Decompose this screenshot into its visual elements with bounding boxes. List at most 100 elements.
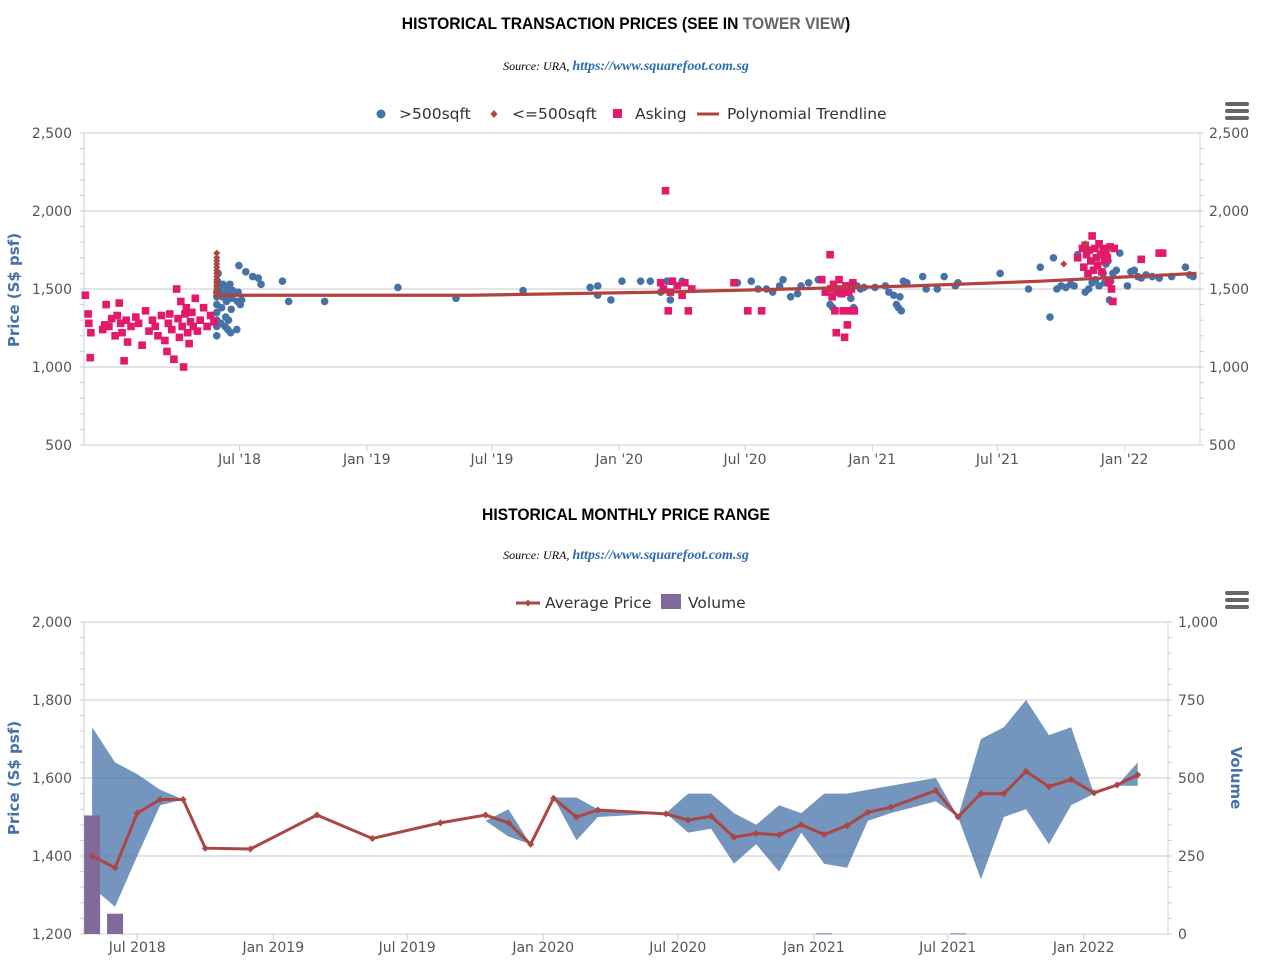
point-asking [821,288,830,296]
chart1-source-link[interactable]: https://www.squarefoot.com.sg [572,59,749,74]
point-asking [1110,244,1119,253]
point-asking [186,317,195,326]
average-price-point [843,822,851,830]
point-gt500 [922,285,930,293]
legend-label-average-price[interactable]: Average Price [545,594,651,612]
chart2-legend[interactable]: Average Price Volume [516,594,746,612]
point-gt500 [779,275,787,284]
point-gt500 [254,274,263,282]
point-gt500 [889,291,898,300]
point-gt500 [226,280,234,289]
point-asking [116,319,125,328]
point-asking [148,316,157,324]
legend-marker-average-price-diamond [524,599,532,607]
x-tick-label: Jul '21 [975,452,1019,468]
x-tick-label: Jul '19 [469,452,513,468]
point-gt500 [278,277,287,286]
point-gt500 [918,272,927,281]
point-asking [843,321,852,329]
x-tick-label: Jan '20 [594,452,643,468]
x-tick-label: Jan 2019 [241,940,304,956]
average-price-point [1113,781,1121,789]
point-asking [161,336,169,345]
point-asking [678,291,686,300]
legend-label-asking[interactable]: Asking [635,105,687,123]
point-gt500 [212,308,221,317]
legend-label-gt500[interactable]: >500sqft [399,105,471,123]
point-asking [175,333,184,342]
chart1-source: Source: URA, https://www.squarefoot.com.… [0,59,1252,75]
y-tick-label-left: 1,200 [32,927,72,943]
average-price-point [707,812,715,820]
point-asking [122,316,130,324]
point-gt500 [897,307,906,315]
point-gt500 [847,294,855,303]
volume-bar [107,913,124,934]
point-asking [1104,278,1113,287]
point-gt500 [212,332,221,340]
point-asking [687,285,696,293]
point-gt500 [217,303,226,312]
point-asking [1082,250,1091,259]
volume-bar [950,933,967,935]
point-asking [100,321,109,329]
average-price-point [954,813,962,821]
volume-bar [816,933,833,935]
point-gt500 [1112,266,1121,275]
y-tick-label-left: 2,000 [32,204,72,220]
legend-label-volume[interactable]: Volume [688,594,746,612]
point-gt500 [607,296,615,304]
point-asking [206,311,215,320]
point-asking [1107,285,1116,293]
average-price-point [88,852,96,860]
chart2-hamburger-menu-icon[interactable] [1225,591,1249,611]
y-tick-label-left: 1,800 [32,693,72,709]
average-price-point [111,864,119,872]
volume-bar [84,815,101,934]
point-asking [684,307,693,315]
chart2-source-link[interactable]: https://www.squarefoot.com.sg [572,548,749,563]
average-price-point [504,819,512,827]
y-tick-label-right: 2,500 [1209,126,1249,142]
average-price-point [730,833,738,841]
x-tick-label: Jan 2020 [511,940,574,956]
average-price-point [1000,790,1008,798]
point-gt500 [586,283,594,292]
point-asking [1096,250,1105,259]
trendline [216,271,1197,297]
point-asking [154,332,162,340]
point-asking [757,307,766,315]
point-asking [1106,243,1114,251]
y-tick-label-right: 1,000 [1178,615,1218,631]
point-asking [191,294,200,303]
chart1-legend[interactable]: >500sqft <=500sqft Asking Polynomial Tre… [376,105,887,123]
average-price-point [977,790,985,798]
average-price-point [156,795,164,803]
chart2-y-axis-title-right: Volume [1227,747,1245,810]
point-asking [98,325,107,334]
chart1-title-end: ) [844,14,851,33]
point-asking [86,353,95,362]
tower-view-link[interactable]: TOWER VIEW [742,14,845,33]
chart1-hamburger-menu-icon[interactable] [1225,102,1249,122]
average-price-point [246,845,254,853]
y-tick-label-right: 2,000 [1209,204,1249,220]
chart1-source-prefix: Source: URA, [503,59,573,73]
point-gt500 [1046,313,1054,321]
point-asking [127,322,135,331]
legend-label-trendline[interactable]: Polynomial Trendline [727,105,887,123]
point-le500 [213,249,221,257]
point-asking [1080,263,1088,271]
legend-label-le500[interactable]: <=500sqft [512,105,597,123]
point-gt500 [940,272,948,281]
point-asking [178,322,186,331]
average-price-point [684,816,692,824]
point-asking [1098,268,1106,276]
point-asking [84,310,92,318]
point-asking [81,291,90,300]
point-asking [163,347,171,356]
average-price-point [179,795,187,803]
y-tick-label-right: 750 [1178,693,1205,709]
average-price-point [864,808,872,816]
point-asking [141,307,150,315]
